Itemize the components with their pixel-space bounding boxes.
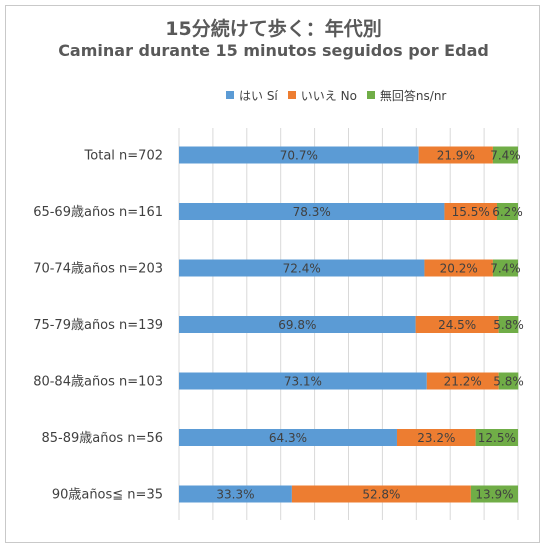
data-label-ns-nr-1: 7.4% xyxy=(490,149,521,163)
bar-s-3 xyxy=(179,259,425,277)
bar-no-4 xyxy=(415,316,499,333)
data-label-s-5: 73.1% xyxy=(284,375,322,389)
bar-s-7 xyxy=(179,485,292,503)
legend-label-si: はい Sí xyxy=(239,88,278,103)
bar-no-2 xyxy=(444,203,497,220)
legend-item-no: いいえ No xyxy=(287,87,357,104)
data-label-ns-nr-2: 6.2% xyxy=(492,205,523,219)
bar-ns-nr-2 xyxy=(496,203,518,220)
legend-swatch-no xyxy=(287,91,296,99)
data-label-no-7: 52.8% xyxy=(362,488,400,502)
bar-ns-nr-3 xyxy=(492,259,518,277)
bar-ns-nr-4 xyxy=(498,316,519,333)
bar-no-3 xyxy=(424,259,493,277)
data-label-s-4: 69.8% xyxy=(278,318,316,332)
bar-no-7 xyxy=(291,485,471,503)
data-label-no-4: 24.5% xyxy=(438,318,476,332)
bar-s-1 xyxy=(179,146,419,164)
category-label-2: 65-69歳años n=161 xyxy=(33,205,163,220)
bar-s-2 xyxy=(179,203,445,220)
chart-title-spanish: Caminar durante 15 minutos seguidos por … xyxy=(58,41,489,60)
data-label-s-7: 33.3% xyxy=(216,488,254,502)
bar-ns-nr-5 xyxy=(498,372,519,390)
bar-no-1 xyxy=(418,146,493,164)
data-label-s-6: 64.3% xyxy=(269,431,307,445)
data-label-s-1: 70.7% xyxy=(280,149,318,163)
data-label-no-3: 20.2% xyxy=(440,262,478,276)
category-label-5: 80-84歳años n=103 xyxy=(33,375,163,390)
legend-swatch-nsnr xyxy=(366,91,375,99)
data-label-ns-nr-7: 13.9% xyxy=(475,488,513,502)
legend-item-nsnr: 無回答ns/nr xyxy=(366,87,447,104)
data-label-no-2: 15.5% xyxy=(452,205,490,219)
data-label-s-2: 78.3% xyxy=(293,205,331,219)
legend-swatch-si xyxy=(226,91,234,99)
bar-no-6 xyxy=(396,429,476,446)
legend: はい Sí いいえ No 無回答ns/nr xyxy=(226,87,446,103)
category-label-7: 90歳años≦ n=35 xyxy=(52,488,163,503)
bar-ns-nr-6 xyxy=(475,429,518,446)
data-label-ns-nr-5: 5.8% xyxy=(493,375,524,389)
category-label-3: 70-74歳años n=203 xyxy=(33,262,163,277)
bar-s-5 xyxy=(179,372,427,390)
data-label-no-5: 21.2% xyxy=(444,375,482,389)
data-label-ns-nr-4: 5.8% xyxy=(493,318,524,332)
bar-ns-nr-7 xyxy=(470,485,518,503)
data-label-no-6: 23.2% xyxy=(417,431,455,445)
bar-s-6 xyxy=(179,429,397,446)
chart-title-japanese: 15分続けて歩く：年代別 xyxy=(165,18,382,40)
legend-label-no: いいえ No xyxy=(300,88,357,103)
category-label-1: Total n=702 xyxy=(84,149,163,164)
data-label-ns-nr-3: 7.4% xyxy=(490,262,521,276)
legend-item-si: はい Sí xyxy=(226,87,278,104)
bar-s-4 xyxy=(179,316,416,333)
bar-no-5 xyxy=(426,372,499,390)
data-label-ns-nr-6: 12.5% xyxy=(478,431,516,445)
category-label-6: 85-89歳años n=56 xyxy=(41,431,163,446)
data-label-s-3: 72.4% xyxy=(283,262,321,276)
bar-ns-nr-1 xyxy=(492,146,518,164)
category-label-4: 75-79歳años n=139 xyxy=(33,318,163,333)
data-label-no-1: 21.9% xyxy=(437,149,475,163)
legend-label-nsnr: 無回答ns/nr xyxy=(379,88,447,103)
